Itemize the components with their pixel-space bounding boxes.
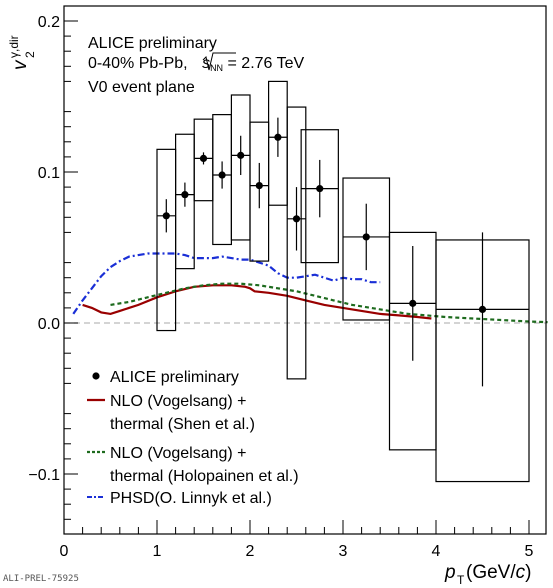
y-tick-label-1: 0.0 [38,316,60,333]
legend-label-shen-2: thermal (Shen et al.) [110,416,255,433]
watermark-id: ALI-PREL-75925 [3,574,79,584]
y-tick-label-2: 0.1 [38,165,60,182]
x-tick-label-2: 2 [246,543,255,560]
data-point-4 [237,151,245,159]
data-point-7 [292,215,301,223]
data-point-5 [255,181,263,190]
data-point-1 [181,191,189,199]
sys-box-1 [175,133,195,270]
legend-label-holopainen-1: NLO (Vogelsang) + [110,445,247,462]
axis-ticks: 0 1 2 3 4 5 −0.1 0.0 0.1 0.2 [28,14,533,560]
legend-label-phsd: PHSD(O. Linnyk et al.) [110,490,272,507]
legend-label-shen-1: NLO (Vogelsang) + [110,393,247,410]
data-point-10 [409,299,417,307]
x-tick-label-0: 0 [60,543,69,560]
data-point-3 [218,171,226,179]
data-point-2 [199,154,208,163]
x-axis-label-sub: T [457,573,465,587]
sys-box-8 [300,129,339,264]
series-line-3 [72,252,381,315]
data-point-11 [478,305,487,314]
x-tick-label-5: 5 [525,543,534,560]
legend-label-alice: ALICE preliminary [110,369,239,386]
y-axis-label-main: v [10,59,31,70]
sys-box-7 [286,106,307,380]
y-axis-label-sup: γ,dir [7,35,21,58]
y-axis-label: v γ,dir 2 [7,35,37,70]
x-axis-label-main: p [444,562,456,583]
plot-content [64,80,548,483]
legend-label-holopainen-2: thermal (Holopainen et al.) [110,468,299,485]
legend-marker-alice [92,372,100,380]
annotation-block: ALICE preliminary 0-40% Pb-Pb, sNN = 2.7… [88,35,304,96]
y-tick-label-3: 0.2 [38,14,60,31]
data-point-0 [162,212,170,220]
y-axis-label-sub: 2 [23,51,37,58]
legend: ALICE preliminary NLO (Vogelsang) + ther… [87,369,299,507]
sys-box-0 [156,148,177,332]
data-point-9 [362,233,370,241]
data-point-6 [274,133,282,141]
series-line-1 [82,284,432,320]
plot-frame [63,5,547,535]
sqrt-radical [202,52,236,71]
y-tick-label-0: −0.1 [28,467,60,484]
x-tick-label-1: 1 [153,543,162,560]
annotation-line-2: 0-40% Pb-Pb, sNN = 2.76 TeV [88,55,304,73]
annotation-line-1: ALICE preliminary [88,35,217,52]
annotation-line-3: V0 event plane [88,79,195,96]
data-point-8 [316,185,324,193]
x-axis-label-unit: (GeV/c) [466,562,531,583]
x-tick-label-4: 4 [432,543,441,560]
x-axis-label: p T (GeV/c) [444,562,531,587]
x-tick-label-3: 3 [339,543,348,560]
